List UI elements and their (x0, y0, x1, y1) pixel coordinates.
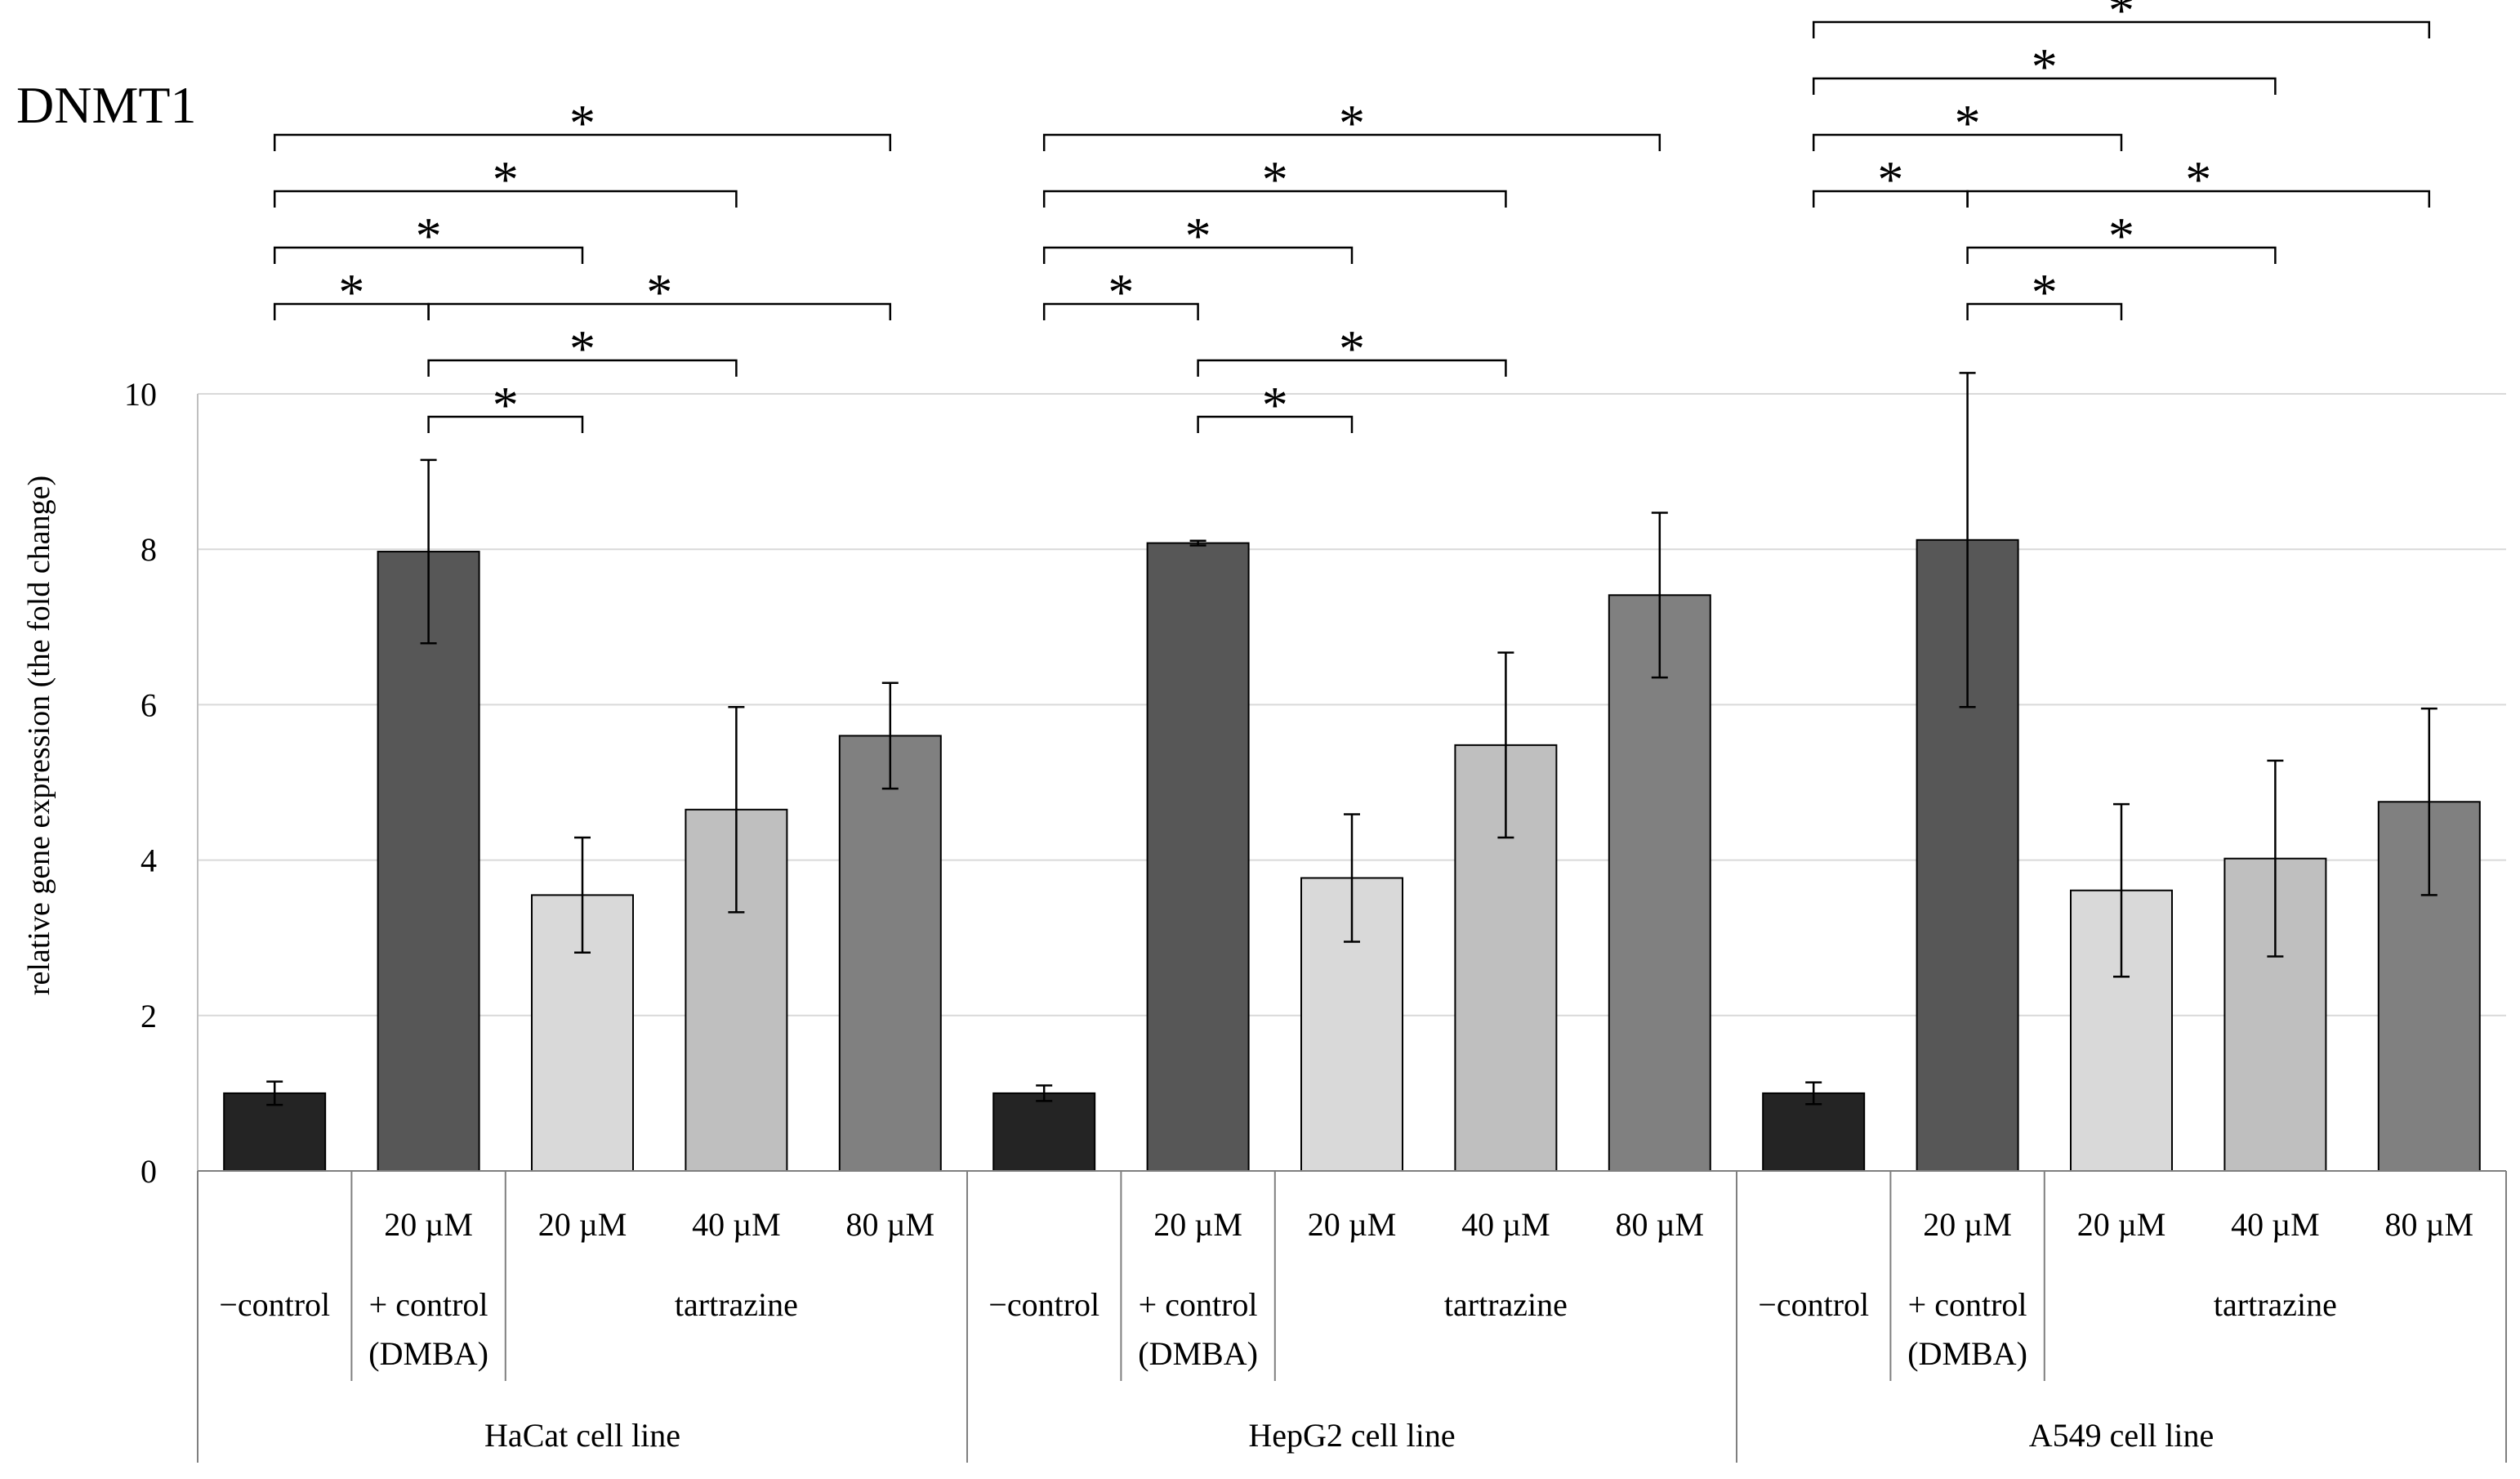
treatment-label: (DMBA) (1907, 1335, 2027, 1372)
dose-label: 80 µM (1615, 1206, 1704, 1243)
significance-bracket (1042, 246, 1354, 264)
significance-star: * (1877, 150, 1903, 208)
dose-label: 20 µM (1308, 1206, 1397, 1243)
cell-line-label: A549 cell line (2029, 1417, 2214, 1454)
significance-bracket (1042, 190, 1507, 208)
significance-star: * (1185, 207, 1211, 265)
dose-label: 40 µM (1461, 1206, 1550, 1243)
treatment-label: + control (1908, 1286, 2027, 1323)
significance-bracket (1042, 302, 1199, 320)
significance-bracket (427, 415, 584, 433)
tartrazine-label: tartrazine (2214, 1286, 2337, 1323)
dose-label: 20 µM (538, 1206, 627, 1243)
treatment-label: + control (1139, 1286, 1258, 1323)
y-tick-label: 6 (140, 686, 157, 723)
chart-title: DNMT1 (16, 76, 196, 134)
significance-bracket (273, 190, 738, 208)
y-tick-label: 8 (140, 531, 157, 568)
dose-label: 40 µM (692, 1206, 781, 1243)
cell-line-label: HaCat cell line (484, 1417, 680, 1454)
significance-star: * (416, 207, 442, 265)
significance-brackets: * * * * * * * * * * * * * * * * * * * * (273, 0, 2431, 434)
y-tick-label: 0 (140, 1153, 157, 1190)
significance-bracket (1197, 415, 1354, 433)
dose-label: 80 µM (2384, 1206, 2473, 1243)
significance-star: * (1339, 319, 1365, 378)
treatment-label: −control (1758, 1286, 1869, 1323)
significance-star: * (1955, 94, 1981, 152)
y-tick-label: 2 (140, 998, 157, 1034)
significance-bracket (427, 302, 892, 320)
significance-star: * (1262, 150, 1288, 208)
significance-star: * (2185, 150, 2211, 208)
significance-star: * (2032, 263, 2058, 321)
dose-label: 80 µM (845, 1206, 934, 1243)
y-axis-label: relative gene expression (the fold chang… (22, 476, 56, 995)
significance-bracket (273, 246, 584, 264)
significance-star: * (493, 376, 519, 434)
dose-label: 20 µM (2077, 1206, 2166, 1243)
bar (838, 735, 942, 1172)
bar (377, 551, 480, 1172)
significance-bracket (1966, 302, 2123, 320)
significance-star: * (1262, 376, 1288, 434)
bar (992, 1092, 1096, 1173)
significance-star: * (1108, 263, 1134, 321)
treatment-label: −control (988, 1286, 1099, 1323)
significance-bracket (1042, 133, 1661, 151)
y-tick-label: 10 (124, 376, 157, 413)
bar (1762, 1092, 1866, 1173)
treatment-label: −control (219, 1286, 330, 1323)
error-bars (266, 372, 2437, 1106)
significance-bracket (1812, 20, 2431, 38)
significance-star: * (569, 319, 595, 378)
significance-star: * (2108, 0, 2134, 39)
dose-label: 20 µM (1923, 1206, 2012, 1243)
tartrazine-label: tartrazine (1444, 1286, 1568, 1323)
x-axis: −control 20 µM + control (DMBA) 20 µM 40 µM 80… (197, 1170, 2507, 1463)
significance-star: * (2108, 207, 2134, 265)
bar (1608, 594, 1711, 1172)
significance-bracket (427, 359, 738, 377)
bar (1146, 542, 1250, 1172)
significance-star: * (493, 150, 519, 208)
significance-bracket (273, 133, 892, 151)
significance-bracket (1966, 246, 2277, 264)
y-axis-ticks: 0 2 4 6 8 10 (124, 376, 157, 1190)
significance-bracket (1966, 190, 2431, 208)
treatment-label: (DMBA) (1138, 1335, 1258, 1372)
significance-star: * (338, 263, 364, 321)
dose-label: 40 µM (2231, 1206, 2320, 1243)
y-tick-label: 4 (140, 842, 157, 879)
significance-bracket (1812, 77, 2277, 95)
treatment-label: + control (369, 1286, 488, 1323)
treatment-label: (DMBA) (368, 1335, 488, 1372)
significance-star: * (1339, 94, 1365, 152)
cell-line-label: HepG2 cell line (1248, 1417, 1455, 1454)
significance-bracket (1812, 133, 2123, 151)
significance-star: * (569, 94, 595, 152)
significance-bracket (1197, 359, 1507, 377)
significance-star: * (646, 263, 672, 321)
tartrazine-label: tartrazine (675, 1286, 798, 1323)
dose-label: 20 µM (384, 1206, 473, 1243)
dose-label: 20 µM (1153, 1206, 1242, 1243)
significance-star: * (2032, 38, 2058, 96)
